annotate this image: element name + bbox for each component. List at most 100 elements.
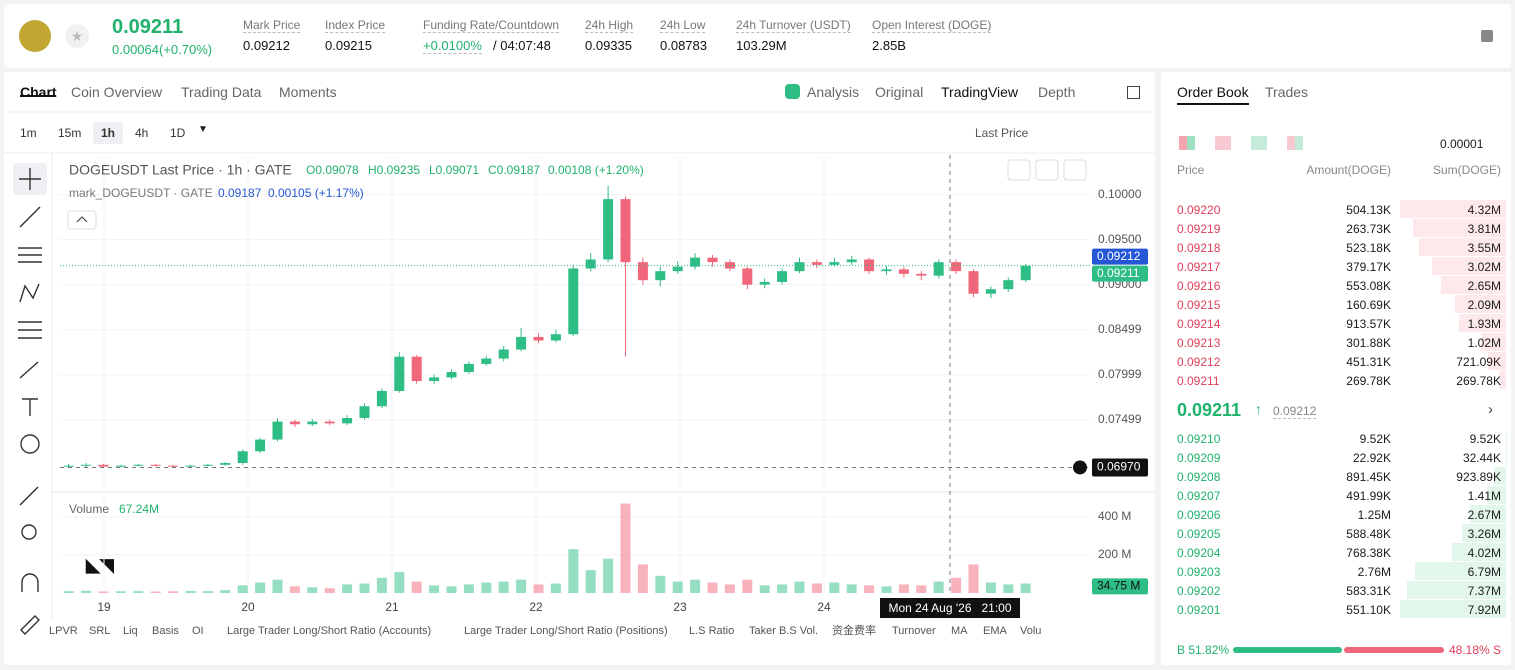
candle-body [81, 464, 92, 466]
ob-amount: 523.18K [1346, 241, 1391, 255]
ob-price: 0.09215 [1177, 298, 1221, 312]
indicator[interactable]: Large Trader Long/Short Ratio (Accounts) [227, 625, 431, 637]
ob-sum: 4.02M [1467, 546, 1501, 560]
y-tick-label: 0.07999 [1098, 367, 1142, 381]
view-tab[interactable]: Depth [1038, 84, 1076, 100]
ob-sum: 1.02M [1467, 336, 1501, 350]
volume-bar [168, 591, 179, 593]
candle-body [498, 349, 509, 359]
collapse-button[interactable] [67, 210, 97, 230]
indicator[interactable]: SRL [89, 625, 110, 637]
ob-sum: 721.09K [1456, 355, 1501, 369]
depth-bar [1493, 467, 1506, 485]
candle-body [289, 421, 300, 425]
fib-tool[interactable] [18, 321, 42, 339]
interval[interactable]: 4h [135, 126, 149, 140]
indicator[interactable]: L.S Ratio [689, 625, 734, 637]
line-tool[interactable] [19, 206, 41, 228]
icon[interactable] [1127, 86, 1140, 99]
ob-price: 0.09204 [1177, 546, 1221, 560]
volume-bar [707, 582, 718, 593]
ob-amount: 22.92K [1352, 451, 1391, 465]
tab[interactable]: Coin Overview [71, 84, 163, 100]
ob-price: 0.09203 [1177, 565, 1221, 579]
indicator[interactable]: Taker B.S Vol. [749, 625, 818, 637]
indicator[interactable]: Liq [123, 625, 138, 637]
volume-bar [498, 581, 509, 593]
ruler-tool[interactable] [19, 486, 39, 506]
mark-legend-value: 0.09187 [218, 186, 262, 200]
candle-body [272, 421, 283, 440]
volume-bar [411, 581, 422, 593]
price-type[interactable]: Last Price [975, 126, 1029, 140]
ob-amount: 160.69K [1346, 298, 1391, 312]
ob-view-icon[interactable] [1215, 136, 1231, 150]
precision[interactable]: 0.00001 [1440, 137, 1484, 151]
indicator[interactable]: Large Trader Long/Short Ratio (Positions… [464, 625, 668, 637]
interval[interactable]: 1D [170, 126, 186, 140]
stat-value: 0.09215 [325, 38, 372, 53]
volume-bar [185, 590, 196, 593]
indicator[interactable]: Volu [1020, 625, 1041, 637]
button[interactable] [1035, 159, 1059, 181]
candle-body [516, 336, 527, 350]
depth-bar [1454, 295, 1506, 313]
ob-view-icon[interactable] [1287, 136, 1303, 150]
ob-amount: 504.13K [1346, 203, 1391, 217]
caret[interactable]: ▼ [198, 124, 208, 135]
candle-body [202, 464, 213, 466]
ob-price: 0.09220 [1177, 203, 1221, 217]
candle-body [255, 439, 266, 452]
indicator[interactable]: Basis [152, 625, 179, 637]
indicator[interactable]: OI [192, 625, 204, 637]
tab[interactable]: Trading Data [181, 84, 262, 100]
icon[interactable] [1481, 30, 1493, 42]
ob-tab[interactable]: Trades [1265, 84, 1309, 100]
indicator[interactable]: EMA [983, 625, 1008, 637]
ob-amount: 301.88K [1346, 336, 1391, 350]
magnet-tool[interactable] [21, 573, 39, 592]
ob-amount: 2.76M [1357, 565, 1391, 579]
channel-tool[interactable] [18, 247, 42, 263]
ob-tab[interactable]: Order Book [1177, 84, 1249, 100]
emoji-tool[interactable] [20, 434, 40, 454]
ob-sum: 7.92M [1467, 603, 1501, 617]
candle-body [951, 262, 962, 272]
brush-tool[interactable] [19, 361, 39, 379]
mid-mark: 0.09212 [1273, 404, 1317, 419]
volume-bar [968, 564, 979, 593]
view-tab[interactable]: Analysis [807, 84, 860, 100]
mark-legend-value: 0.00105 (+1.17%) [268, 186, 364, 200]
stat-value: +0.0100% [423, 38, 482, 54]
tv-logo: ◣◥ [85, 555, 115, 575]
view-tab[interactable]: TradingView [941, 84, 1019, 100]
depth-bar [1480, 333, 1506, 351]
interval[interactable]: 1m [20, 126, 37, 140]
volume-bar [446, 586, 457, 593]
volume-bar [759, 585, 770, 593]
pen-tool[interactable] [20, 615, 40, 635]
crosshair-tool[interactable] [19, 168, 41, 190]
ob-view-icon[interactable] [1179, 136, 1195, 150]
depth-bar [1452, 543, 1506, 561]
candle-body [359, 406, 370, 418]
chevron[interactable]: › [1488, 401, 1493, 418]
zoom-tool[interactable] [21, 524, 37, 540]
button[interactable] [1063, 159, 1087, 181]
pattern-tool[interactable] [19, 283, 40, 303]
indicator[interactable]: 资金费率 [832, 623, 876, 637]
candle-body [777, 271, 788, 282]
indicator[interactable]: LPVR [49, 625, 78, 637]
indicator[interactable]: Turnover [892, 625, 936, 637]
tab[interactable]: Moments [279, 84, 337, 100]
favorite-button[interactable]: ★ [65, 24, 89, 48]
ob-view-icon[interactable] [1251, 136, 1267, 150]
interval[interactable]: 1h [93, 122, 124, 144]
x-tick-label: 24 [817, 600, 831, 614]
view-tab[interactable]: Original [875, 84, 924, 100]
depth-bar [1407, 581, 1506, 599]
interval[interactable]: 15m [58, 126, 82, 140]
text-tool[interactable] [22, 398, 38, 416]
indicator[interactable]: MA [951, 625, 968, 637]
button[interactable] [1007, 159, 1031, 181]
